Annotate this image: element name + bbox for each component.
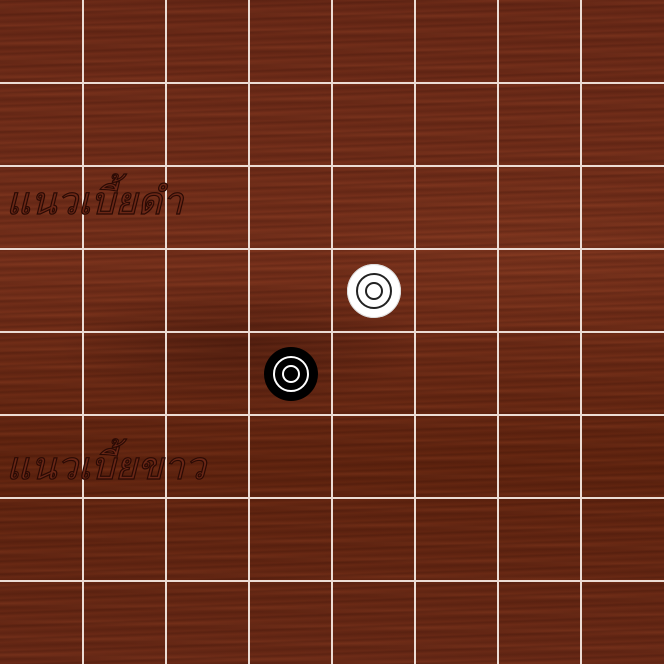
- board-cell-r4-c2[interactable]: [166, 332, 249, 415]
- board-cell-r4-c6[interactable]: [498, 332, 581, 415]
- board-cell-r0-c1[interactable]: [83, 0, 166, 83]
- board-cell-r3-c5[interactable]: [415, 249, 498, 332]
- board-cell-r1-c2[interactable]: [166, 83, 249, 166]
- grid-line-horizontal: [0, 82, 664, 84]
- board-cell-r7-c4[interactable]: [332, 581, 415, 664]
- board-cell-r3-c1[interactable]: [83, 249, 166, 332]
- grid-line-horizontal: [0, 580, 664, 582]
- board-cell-r2-c6[interactable]: [498, 166, 581, 249]
- board-cell-r7-c6[interactable]: [498, 581, 581, 664]
- board-cell-r6-c7[interactable]: [581, 498, 664, 581]
- board-cell-r5-c6[interactable]: [498, 415, 581, 498]
- board-cell-r4-c0[interactable]: [0, 332, 83, 415]
- board-cell-r5-c7[interactable]: [581, 415, 664, 498]
- board-cell-r5-c3[interactable]: [249, 415, 332, 498]
- board-cell-r1-c7[interactable]: [581, 83, 664, 166]
- board-cell-r2-c7[interactable]: [581, 166, 664, 249]
- grid-line-horizontal: [0, 414, 664, 416]
- board-cell-r5-c5[interactable]: [415, 415, 498, 498]
- board-cell-r2-c3[interactable]: [249, 166, 332, 249]
- board-cell-r4-c4[interactable]: [332, 332, 415, 415]
- board-cell-r6-c4[interactable]: [332, 498, 415, 581]
- board-cell-r7-c7[interactable]: [581, 581, 664, 664]
- piece-outer-ring: [355, 272, 392, 309]
- board-cell-r4-c5[interactable]: [415, 332, 498, 415]
- board-cell-r6-c2[interactable]: [166, 498, 249, 581]
- board-cell-r3-c3[interactable]: [249, 249, 332, 332]
- board-cell-r6-c0[interactable]: [0, 498, 83, 581]
- grid-line-horizontal: [0, 331, 664, 333]
- board-cell-r7-c1[interactable]: [83, 581, 166, 664]
- board-cell-r2-c5[interactable]: [415, 166, 498, 249]
- board-cell-r6-c1[interactable]: [83, 498, 166, 581]
- piece-outer-ring: [272, 355, 309, 392]
- board-cell-r0-c5[interactable]: [415, 0, 498, 83]
- board-cell-r7-c0[interactable]: [0, 581, 83, 664]
- board-cell-r4-c7[interactable]: [581, 332, 664, 415]
- board-cell-r6-c5[interactable]: [415, 498, 498, 581]
- board-cell-r3-c0[interactable]: [0, 249, 83, 332]
- board-cell-r3-c6[interactable]: [498, 249, 581, 332]
- board-cell-r0-c6[interactable]: [498, 0, 581, 83]
- board-cell-r6-c6[interactable]: [498, 498, 581, 581]
- black-piece[interactable]: [263, 346, 318, 401]
- grid-line-horizontal: [0, 497, 664, 499]
- board-cell-r2-c4[interactable]: [332, 166, 415, 249]
- board-cell-r7-c5[interactable]: [415, 581, 498, 664]
- board-cell-r0-c4[interactable]: [332, 0, 415, 83]
- board-cell-r3-c2[interactable]: [166, 249, 249, 332]
- board-cell-r0-c3[interactable]: [249, 0, 332, 83]
- piece-inner-ring: [364, 281, 383, 300]
- board-cell-r0-c0[interactable]: [0, 0, 83, 83]
- board-cell-r1-c1[interactable]: [83, 83, 166, 166]
- board-cell-r7-c3[interactable]: [249, 581, 332, 664]
- black-row-label: แนวเบี้ยดำ: [5, 179, 184, 223]
- board-cell-r6-c3[interactable]: [249, 498, 332, 581]
- board-cell-r1-c5[interactable]: [415, 83, 498, 166]
- board-cell-r7-c2[interactable]: [166, 581, 249, 664]
- board-cell-r0-c2[interactable]: [166, 0, 249, 83]
- white-row-label: แนวเบี้ยขาว: [5, 444, 206, 488]
- board-cell-r1-c0[interactable]: [0, 83, 83, 166]
- board-cell-r0-c7[interactable]: [581, 0, 664, 83]
- board-cell-r3-c7[interactable]: [581, 249, 664, 332]
- board-cell-r1-c4[interactable]: [332, 83, 415, 166]
- board-cell-r1-c3[interactable]: [249, 83, 332, 166]
- board-cell-r5-c4[interactable]: [332, 415, 415, 498]
- grid-line-horizontal: [0, 165, 664, 167]
- grid-line-horizontal: [0, 248, 664, 250]
- white-piece[interactable]: [346, 263, 401, 318]
- board-cell-r1-c6[interactable]: [498, 83, 581, 166]
- board-cell-r4-c1[interactable]: [83, 332, 166, 415]
- piece-inner-ring: [281, 364, 300, 383]
